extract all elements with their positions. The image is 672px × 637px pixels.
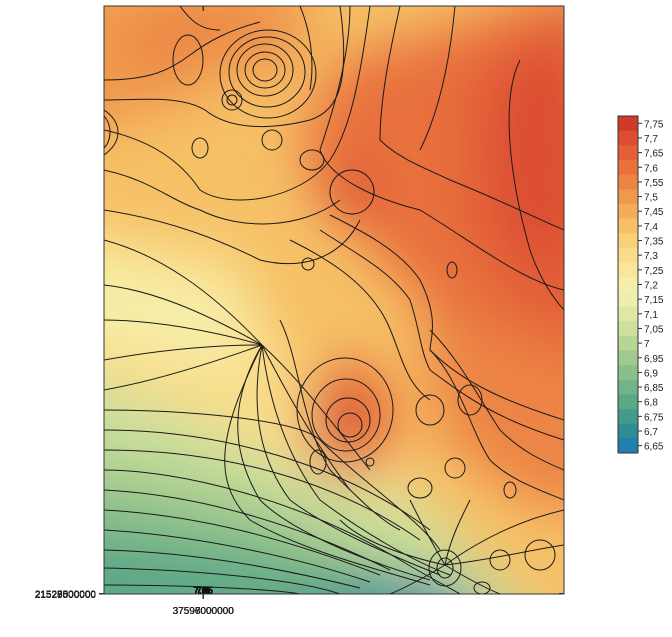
- legend-swatch: [618, 262, 638, 278]
- legend-label: 6,85: [644, 383, 664, 394]
- contour-label: 7,35: [193, 586, 213, 597]
- contour-label: 7,4: [196, 586, 210, 597]
- legend-swatch: [618, 350, 638, 366]
- legend-label: 7,5: [644, 193, 658, 204]
- contour-label: 7,6: [197, 586, 211, 597]
- contour-label: 7,6: [196, 586, 210, 597]
- y-tick-label: 21526000000: [35, 590, 97, 601]
- legend-label: 6,9: [644, 368, 658, 379]
- contour-label: 7,5: [196, 586, 210, 597]
- legend-swatch: [618, 423, 638, 439]
- legend-swatch: [618, 291, 638, 307]
- legend-label: 7,45: [644, 207, 664, 218]
- legend-swatch: [618, 218, 638, 234]
- contour-label: 7,45: [193, 585, 213, 596]
- legend-swatch: [618, 306, 638, 322]
- contour-lines: [104, 6, 564, 594]
- legend-label: 6,7: [644, 427, 658, 438]
- contour-label: 7,1: [196, 586, 210, 597]
- legend-swatch: [618, 145, 638, 161]
- contour-label: 7,55: [194, 586, 214, 597]
- legend-label: 7,65: [644, 149, 664, 160]
- legend-label: 6,8: [644, 398, 658, 409]
- legend-label: 7,25: [644, 266, 664, 277]
- legend-label: 7,3: [644, 251, 658, 262]
- legend-label: 7,15: [644, 295, 664, 306]
- legend-swatch: [618, 233, 638, 249]
- legend-swatch: [618, 409, 638, 425]
- contour-label-layer: 7,457,47,57,557,57,67,457,67,557,57,47,4…: [193, 585, 214, 597]
- contour-label: 7,55: [193, 586, 213, 597]
- contour-label: 7,3: [196, 586, 210, 597]
- plot-frame: [103, 5, 565, 595]
- legend-label: 7,35: [644, 237, 664, 248]
- legend-label: 7,2: [644, 281, 658, 292]
- contour-label: 7,4: [196, 586, 210, 597]
- x-tick-label: 37597000000: [173, 606, 235, 617]
- y-tick-label: 21529000000: [35, 589, 97, 600]
- legend-label: 6,95: [644, 354, 664, 365]
- contour-label: 7,45: [193, 586, 213, 597]
- contour-label: 7,3: [196, 586, 210, 597]
- legend-swatch: [618, 203, 638, 219]
- legend-label: 7,05: [644, 324, 664, 335]
- legend-label: 7: [644, 339, 650, 350]
- legend-swatch: [618, 130, 638, 146]
- legend: 7,75 7,7 7,65 7,6 7,55 7,5 7,45 7,4 7,35 7,3 7,25 7…: [617, 115, 664, 454]
- legend-label: 7,55: [644, 178, 664, 189]
- y-axis: 2152900000021528500000215280000002152750…: [35, 589, 564, 601]
- legend-label: 7,75: [644, 119, 664, 130]
- legend-label: 6,65: [644, 442, 664, 453]
- contour-label: 7: [200, 586, 206, 597]
- contour-label: 7,5: [197, 586, 211, 597]
- legend-swatch: [618, 335, 638, 351]
- contour-label: 7,05: [193, 586, 213, 597]
- y-tick-label: 21526500000: [35, 590, 97, 601]
- y-tick-label: 21525500000: [35, 590, 97, 601]
- legend-swatch: [618, 247, 638, 263]
- y-tick-label: 21528000000: [35, 590, 97, 601]
- y-tick-label: 21527000000: [35, 590, 97, 601]
- legend-swatch: [618, 116, 638, 132]
- plot-area: 7,457,47,57,557,57,67,457,67,557,57,47,4…: [104, 6, 564, 597]
- contour-label: 7,5: [196, 586, 210, 597]
- contour-label: 7,45: [194, 586, 214, 597]
- legend-label: 7,6: [644, 163, 658, 174]
- x-tick-label: 37598000000: [173, 606, 235, 617]
- legend-swatch: [618, 438, 638, 454]
- legend-swatch: [618, 159, 638, 176]
- contour-label: 7,55: [194, 586, 214, 597]
- legend-swatch: [618, 189, 638, 205]
- contour-label: 7,45: [194, 586, 214, 597]
- y-tick-label: 21528500000: [35, 590, 97, 601]
- legend-swatch: [618, 321, 638, 337]
- contour-label: 7,45: [194, 586, 214, 597]
- legend-swatch: [618, 365, 638, 381]
- contour-label: 7,2: [196, 586, 210, 597]
- contour-label: 7,6: [196, 586, 210, 597]
- contour-label: 7,15: [193, 586, 213, 597]
- legend-swatch: [618, 379, 638, 395]
- contour-label: 7,45: [193, 586, 213, 597]
- legend-label: 7,7: [644, 134, 658, 145]
- legend-swatch: [618, 394, 638, 410]
- legend-label: 6,75: [644, 412, 664, 423]
- contour-label: 7,5: [196, 586, 210, 597]
- y-tick-label: 21527500000: [35, 590, 97, 601]
- legend-swatch: [618, 174, 638, 190]
- contour-label: 7,4: [196, 586, 210, 597]
- legend-swatch: [618, 277, 638, 293]
- legend-label: 7,4: [644, 222, 658, 233]
- x-tick-label: 37596000000: [172, 606, 234, 617]
- legend-label: 7,1: [644, 310, 658, 321]
- contour-label: 7,25: [193, 586, 213, 597]
